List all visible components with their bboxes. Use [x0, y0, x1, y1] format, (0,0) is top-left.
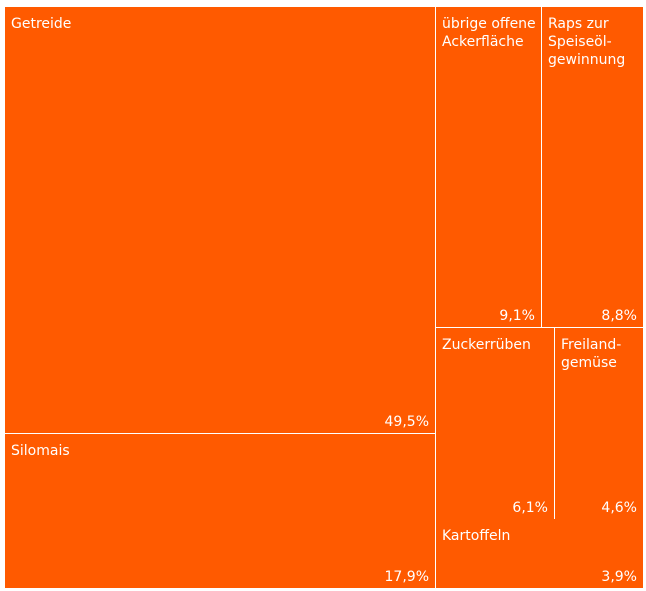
tile-label-kartoffeln: Kartoffeln — [442, 528, 511, 544]
tile-label-freilandgemuese: Freiland- gemüse — [561, 337, 622, 371]
tile-getreide: Getreide 49,5% — [5, 7, 435, 433]
tile-uebrige-offene-ackerflaeche: übrige offene Ackerfläche 9,1% — [436, 7, 541, 327]
tile-value-uebrige-offene-ackerflaeche: 9,1% — [499, 308, 535, 324]
tile-label-raps-speiseoel: Raps zur Speiseöl- gewinnung — [548, 16, 626, 68]
tile-kartoffeln: Kartoffeln 3,9% — [436, 519, 643, 588]
tile-raps-speiseoel: Raps zur Speiseöl- gewinnung 8,8% — [542, 7, 643, 327]
tile-value-freilandgemuese: 4,6% — [601, 500, 637, 516]
tile-label-getreide: Getreide — [11, 16, 72, 32]
tile-label-silomais: Silomais — [11, 443, 70, 459]
tile-value-silomais: 17,9% — [384, 569, 429, 585]
tile-value-kartoffeln: 3,9% — [601, 569, 637, 585]
tile-value-zuckerrueben: 6,1% — [512, 500, 548, 516]
tile-value-raps-speiseoel: 8,8% — [601, 308, 637, 324]
tile-label-zuckerrueben: Zuckerrüben — [442, 337, 531, 353]
tile-label-uebrige-offene-ackerflaeche: übrige offene Ackerfläche — [442, 16, 536, 50]
tile-value-getreide: 49,5% — [384, 414, 429, 430]
tile-silomais: Silomais 17,9% — [5, 434, 435, 588]
tile-freilandgemuese: Freiland- gemüse 4,6% — [555, 328, 643, 519]
tile-zuckerrueben: Zuckerrüben 6,1% — [436, 328, 554, 519]
